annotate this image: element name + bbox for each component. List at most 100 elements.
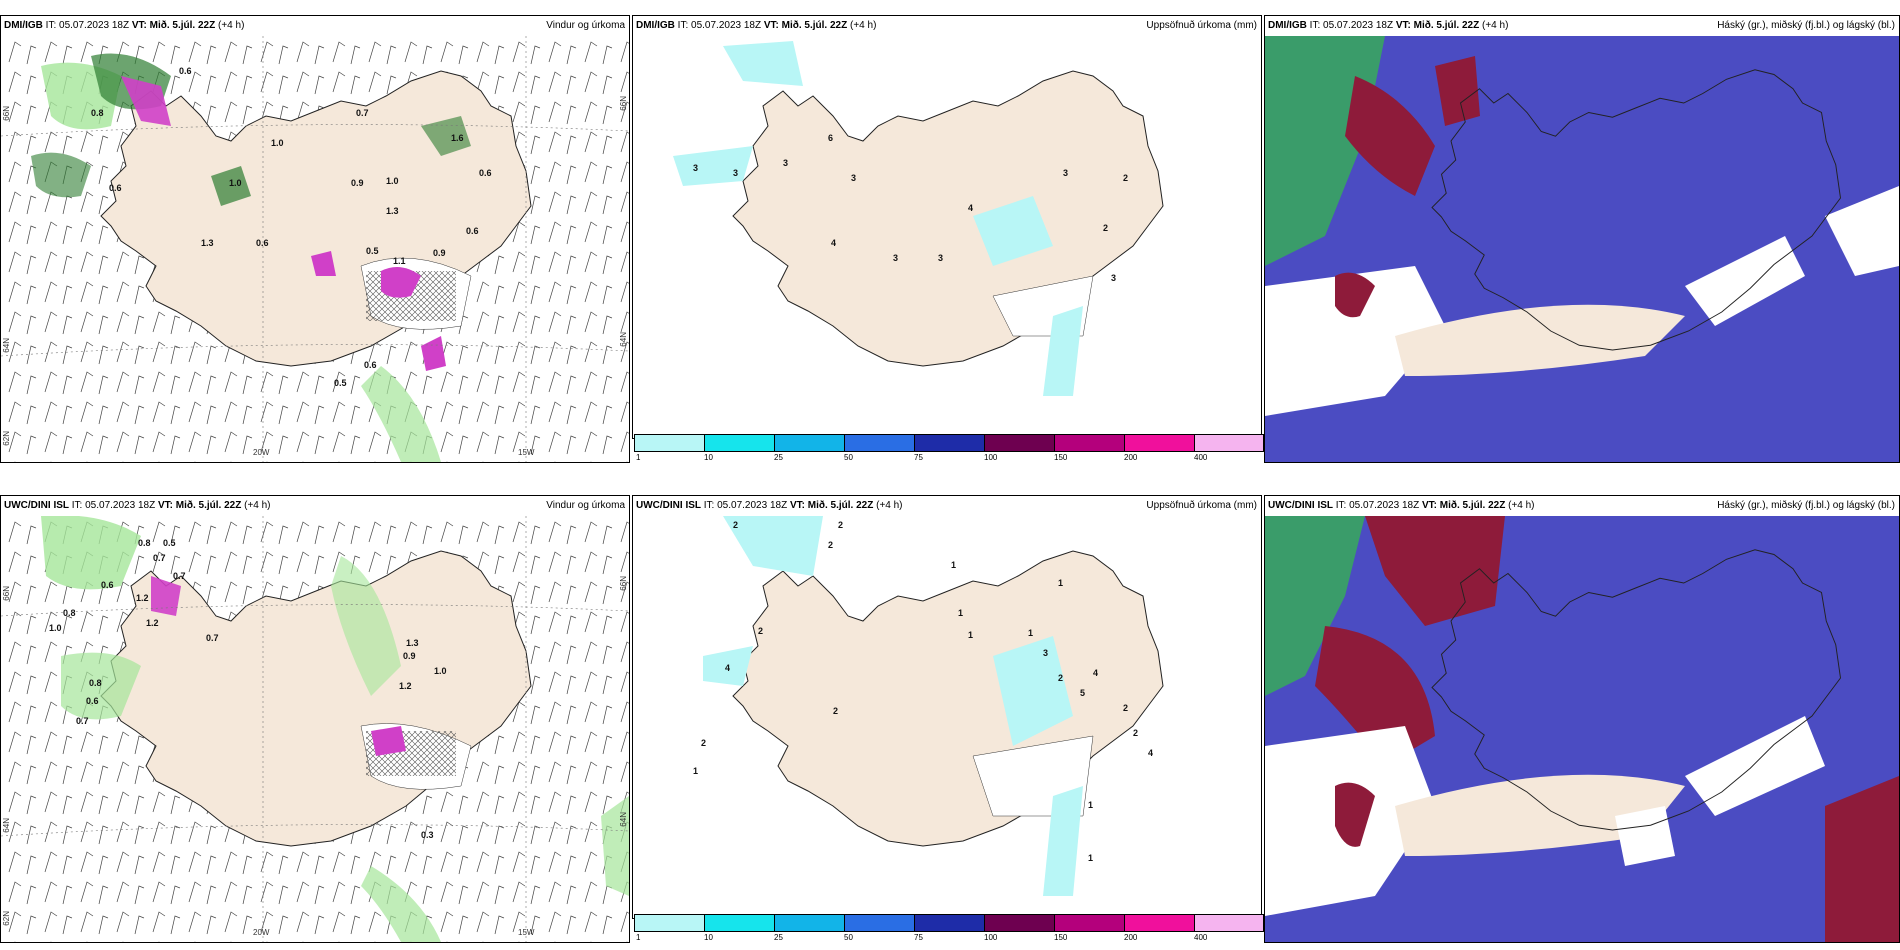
svg-text:4: 4 — [968, 203, 973, 213]
svg-text:3: 3 — [1111, 273, 1116, 283]
svg-text:3: 3 — [693, 163, 698, 173]
panel-dmi-clouds: DMI/IGB IT: 05.07.2023 18Z VT: Mið. 5.jú… — [1264, 15, 1900, 463]
panel-header: DMI/IGB IT: 05.07.2023 18Z VT: Mið. 5.jú… — [1, 16, 629, 36]
svg-text:3: 3 — [1043, 648, 1048, 658]
svg-text:2: 2 — [838, 520, 843, 530]
svg-text:0.5: 0.5 — [334, 378, 347, 388]
svg-text:1.3: 1.3 — [406, 638, 419, 648]
colorbar-swatch — [1054, 434, 1125, 452]
svg-text:0.7: 0.7 — [206, 633, 219, 643]
svg-text:3: 3 — [783, 158, 788, 168]
svg-text:2: 2 — [833, 706, 838, 716]
svg-text:0.8: 0.8 — [63, 608, 76, 618]
panel-header: UWC/DINI ISL IT: 05.07.2023 18Z VT: Mið.… — [4, 500, 625, 511]
colorbar-swatch — [844, 434, 915, 452]
svg-text:1: 1 — [1088, 853, 1093, 863]
svg-text:0.5: 0.5 — [366, 246, 379, 256]
svg-text:3: 3 — [1063, 168, 1068, 178]
colorbar: 1 10 25 50 75 100 150 200 400 — [634, 434, 1264, 462]
clouds-map — [1265, 36, 1899, 462]
svg-text:0.8: 0.8 — [91, 108, 104, 118]
svg-text:0.7: 0.7 — [356, 108, 369, 118]
colorbar-swatch — [844, 914, 915, 932]
colorbar-swatch — [1054, 914, 1125, 932]
wind-precip-map: 0.8 0.5 0.7 0.6 0.7 1.2 0.8 1.2 1.0 0.8 … — [1, 516, 629, 942]
svg-text:1.6: 1.6 — [451, 133, 464, 143]
panel-header: DMI/IGB IT: 05.07.2023 18Z VT: Mið. 5.jú… — [1268, 20, 1895, 31]
svg-text:2: 2 — [701, 738, 706, 748]
svg-text:1: 1 — [1058, 578, 1063, 588]
svg-text:0.9: 0.9 — [433, 248, 446, 258]
svg-text:2: 2 — [1123, 173, 1128, 183]
clouds-map — [1265, 516, 1899, 942]
colorbar-swatch — [704, 434, 775, 452]
svg-text:1: 1 — [693, 766, 698, 776]
svg-text:3: 3 — [938, 253, 943, 263]
svg-text:0.9: 0.9 — [351, 178, 364, 188]
svg-text:0.6: 0.6 — [479, 168, 492, 178]
colorbar-swatch — [634, 914, 705, 932]
colorbar: 1 10 25 50 75 100 150 200 400 — [634, 914, 1264, 942]
svg-text:1: 1 — [951, 560, 956, 570]
svg-text:1.2: 1.2 — [146, 618, 159, 628]
panel-uwc-clouds: UWC/DINI ISL IT: 05.07.2023 18Z VT: Mið.… — [1264, 495, 1900, 943]
panel-dmi-accum: DMI/IGB IT: 05.07.2023 18Z VT: Mið. 5.jú… — [632, 15, 1262, 439]
svg-text:1: 1 — [1088, 800, 1093, 810]
colorbar-swatch — [984, 914, 1055, 932]
colorbar-swatch — [1124, 914, 1195, 932]
colorbar-swatch — [914, 914, 985, 932]
colorbar-swatch — [1194, 434, 1264, 452]
colorbar-swatch — [774, 434, 845, 452]
svg-text:1.0: 1.0 — [271, 138, 284, 148]
svg-text:1.1: 1.1 — [393, 256, 406, 266]
svg-text:2: 2 — [733, 520, 738, 530]
svg-text:1.0: 1.0 — [49, 623, 62, 633]
panel-uwc-wind: UWC/DINI ISL IT: 05.07.2023 18Z VT: Mið.… — [0, 495, 630, 943]
svg-text:1: 1 — [968, 630, 973, 640]
panel-title: Vindur og úrkoma — [546, 20, 625, 31]
colorbar-swatch — [914, 434, 985, 452]
svg-text:1.0: 1.0 — [229, 178, 242, 188]
svg-text:1.0: 1.0 — [434, 666, 447, 676]
model-label: DMI/IGB — [4, 20, 43, 31]
svg-text:0.6: 0.6 — [466, 226, 479, 236]
svg-text:2: 2 — [1103, 223, 1108, 233]
panel-header: DMI/IGB IT: 05.07.2023 18Z VT: Mið. 5.jú… — [636, 20, 1257, 31]
valid-time: Mið. 5.júl. 22Z — [149, 20, 216, 31]
colorbar-swatch — [634, 434, 705, 452]
svg-text:3: 3 — [733, 168, 738, 178]
panel-header: UWC/DINI ISL IT: 05.07.2023 18Z VT: Mið.… — [1268, 500, 1895, 511]
svg-text:4: 4 — [725, 663, 730, 673]
svg-text:2: 2 — [1058, 673, 1063, 683]
svg-text:3: 3 — [893, 253, 898, 263]
svg-text:0.6: 0.6 — [179, 66, 192, 76]
svg-text:1: 1 — [958, 608, 963, 618]
panel-uwc-accum: UWC/DINI ISL IT: 05.07.2023 18Z VT: Mið.… — [632, 495, 1262, 919]
svg-text:2: 2 — [1123, 703, 1128, 713]
svg-text:0.7: 0.7 — [173, 571, 186, 581]
svg-text:0.7: 0.7 — [76, 716, 89, 726]
svg-text:0.6: 0.6 — [256, 238, 269, 248]
wind-precip-map: 0.6 0.8 0.7 1.0 1.6 0.6 0.9 1.0 1.3 0.6 … — [1, 36, 629, 462]
svg-text:0.5: 0.5 — [163, 538, 176, 548]
svg-text:2: 2 — [1133, 728, 1138, 738]
svg-text:0.6: 0.6 — [364, 360, 377, 370]
colorbar-swatch — [1124, 434, 1195, 452]
svg-text:1.0: 1.0 — [386, 176, 399, 186]
svg-text:0.9: 0.9 — [403, 651, 416, 661]
colorbar-swatch — [704, 914, 775, 932]
svg-text:4: 4 — [831, 238, 836, 248]
svg-text:1: 1 — [1028, 628, 1033, 638]
svg-text:3: 3 — [851, 173, 856, 183]
colorbar-swatch — [774, 914, 845, 932]
svg-text:6: 6 — [828, 133, 833, 143]
colorbar-swatch — [1194, 914, 1264, 932]
svg-text:4: 4 — [1148, 748, 1153, 758]
svg-text:0.8: 0.8 — [89, 678, 102, 688]
svg-text:4: 4 — [1093, 668, 1098, 678]
svg-text:0.6: 0.6 — [109, 183, 122, 193]
svg-text:0.8: 0.8 — [138, 538, 151, 548]
svg-text:1.3: 1.3 — [201, 238, 214, 248]
svg-text:1.2: 1.2 — [136, 593, 149, 603]
svg-text:0.6: 0.6 — [86, 696, 99, 706]
